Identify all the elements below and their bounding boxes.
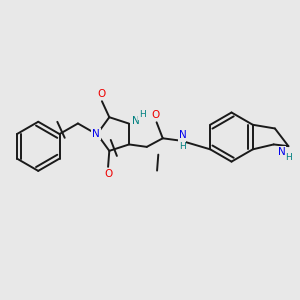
Text: N: N bbox=[278, 147, 285, 157]
Text: O: O bbox=[151, 110, 160, 120]
Text: H: H bbox=[139, 110, 146, 119]
Text: H: H bbox=[179, 142, 186, 151]
Text: N: N bbox=[178, 130, 186, 140]
Text: N: N bbox=[132, 116, 140, 126]
Text: O: O bbox=[98, 89, 106, 99]
Text: O: O bbox=[104, 169, 112, 179]
Text: H: H bbox=[286, 153, 292, 162]
Text: N: N bbox=[92, 129, 100, 139]
